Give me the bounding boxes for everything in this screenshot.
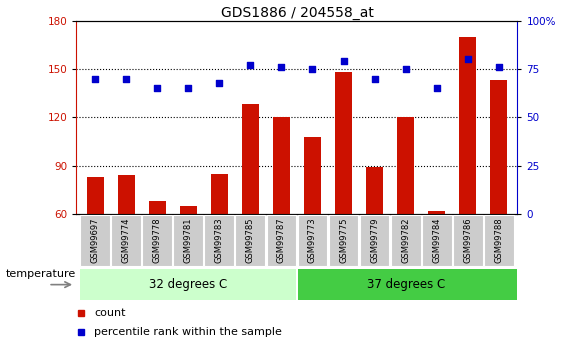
Text: GSM99773: GSM99773 [308, 218, 317, 264]
Point [370, 76, 379, 81]
Point [246, 62, 255, 68]
Bar [211, 174, 228, 214]
Point [339, 59, 348, 64]
Text: GSM99785: GSM99785 [246, 218, 255, 263]
Text: percentile rank within the sample: percentile rank within the sample [94, 327, 282, 337]
Bar [118, 175, 135, 214]
Text: 37 degrees C: 37 degrees C [366, 278, 445, 291]
FancyBboxPatch shape [111, 215, 141, 266]
FancyBboxPatch shape [360, 215, 389, 266]
Text: GSM99779: GSM99779 [370, 218, 379, 263]
Text: GSM99788: GSM99788 [495, 218, 503, 264]
Point [494, 64, 503, 70]
FancyBboxPatch shape [298, 215, 328, 266]
FancyBboxPatch shape [235, 215, 265, 266]
Text: GSM99697: GSM99697 [91, 218, 99, 263]
FancyBboxPatch shape [453, 215, 483, 266]
FancyBboxPatch shape [329, 215, 359, 266]
Point [91, 76, 100, 81]
FancyBboxPatch shape [391, 215, 420, 266]
Bar [273, 117, 290, 214]
Bar [86, 177, 103, 214]
Bar [366, 167, 383, 214]
FancyBboxPatch shape [79, 269, 296, 300]
FancyBboxPatch shape [80, 215, 110, 266]
FancyBboxPatch shape [298, 269, 517, 300]
Text: GSM99786: GSM99786 [463, 218, 472, 264]
Point [152, 86, 162, 91]
Point [308, 66, 317, 72]
Bar [304, 137, 321, 214]
Text: 32 degrees C: 32 degrees C [149, 278, 228, 291]
FancyBboxPatch shape [422, 215, 452, 266]
FancyBboxPatch shape [205, 215, 234, 266]
FancyBboxPatch shape [266, 215, 296, 266]
FancyBboxPatch shape [484, 215, 514, 266]
Title: GDS1886 / 204558_at: GDS1886 / 204558_at [220, 6, 373, 20]
Text: GSM99781: GSM99781 [183, 218, 193, 263]
Bar [428, 211, 445, 214]
Point [401, 66, 410, 72]
Bar [490, 80, 507, 214]
Text: GSM99782: GSM99782 [401, 218, 410, 263]
Point [183, 86, 193, 91]
Bar [397, 117, 414, 214]
Text: GSM99778: GSM99778 [153, 218, 162, 264]
Text: GSM99775: GSM99775 [339, 218, 348, 263]
Bar [242, 105, 259, 214]
Point [432, 86, 442, 91]
Bar [149, 201, 166, 214]
Text: count: count [94, 308, 126, 318]
Point [463, 57, 472, 62]
FancyBboxPatch shape [173, 215, 203, 266]
Bar [335, 72, 352, 214]
Text: GSM99784: GSM99784 [432, 218, 441, 263]
Text: GSM99783: GSM99783 [215, 218, 224, 264]
Bar [459, 37, 476, 214]
Bar [180, 206, 197, 214]
Text: GSM99787: GSM99787 [277, 218, 286, 264]
Point [122, 76, 131, 81]
Text: temperature: temperature [6, 269, 76, 279]
FancyBboxPatch shape [142, 215, 172, 266]
Point [215, 80, 224, 85]
Text: GSM99774: GSM99774 [122, 218, 131, 263]
Point [277, 64, 286, 70]
